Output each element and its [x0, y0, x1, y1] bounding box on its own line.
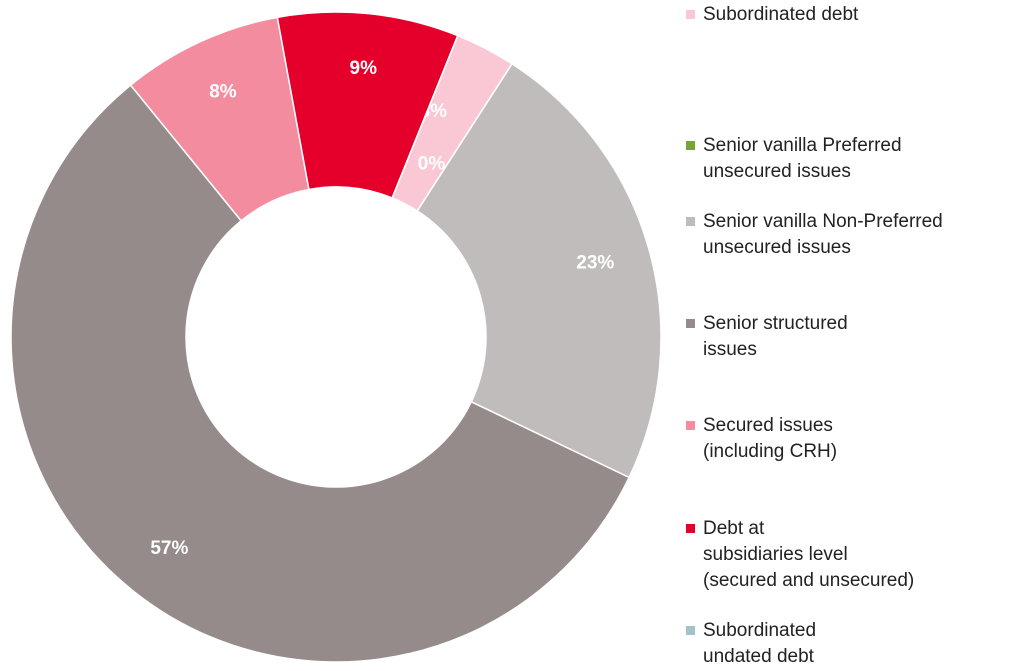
legend-item: Subordinated undated debt [686, 618, 816, 670]
slice [10, 84, 631, 663]
legend-label: Subordinated debt [703, 4, 859, 25]
legend-label: Senior vanilla Preferred unsecured issue… [703, 135, 902, 182]
legend-label: Secured issues (including CRH) [703, 415, 838, 462]
legend-label: Debt at subsidiaries level (secured and … [703, 518, 915, 591]
slice-label: 23% [576, 253, 614, 274]
slice-label: 57% [150, 538, 188, 559]
legend-item: Subordinated debt [686, 2, 858, 28]
legend-swatch [686, 217, 697, 228]
donut: 3%0%23%57%8%9%0% [10, 11, 662, 663]
legend-swatch [686, 626, 697, 637]
slice [416, 62, 662, 479]
legend-swatch [686, 319, 697, 330]
legend-item: Senior vanilla Preferred unsecured issue… [686, 133, 902, 185]
legend-item: Senior structured issues [686, 311, 848, 363]
legend-swatch [686, 421, 697, 432]
legend-label: Senior vanilla Non-Preferred unsecured i… [703, 211, 943, 258]
slice [391, 35, 459, 199]
legend-item: Debt at subsidiaries level (secured and … [686, 516, 914, 594]
legend-swatch [686, 10, 697, 21]
legend-label: Subordinated undated debt [703, 620, 817, 667]
slice-label: 0% [418, 154, 446, 175]
slice-label: 8% [209, 81, 237, 102]
slice-label: 9% [350, 58, 378, 79]
legend-item: Secured issues (including CRH) [686, 413, 837, 465]
legend-swatch [686, 141, 697, 152]
legend-item: Senior vanilla Non-Preferred unsecured i… [686, 209, 943, 261]
legend-swatch [686, 524, 697, 535]
legend-label: Senior structured issues [703, 313, 848, 360]
